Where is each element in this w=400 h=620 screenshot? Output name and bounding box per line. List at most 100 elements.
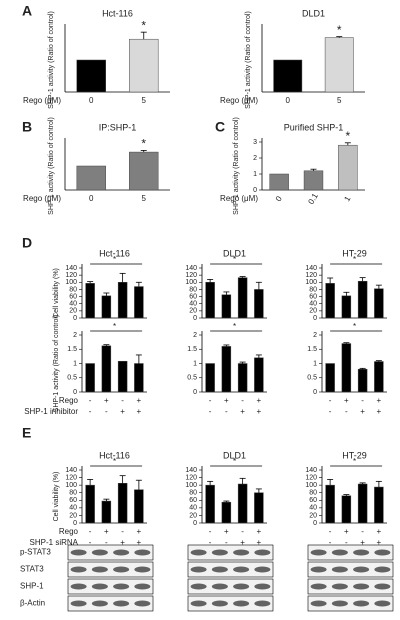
condition-sign: - [105,407,108,416]
x-tick-label: 0 [274,194,284,203]
condition-sign: + [120,538,125,547]
annotation: * [353,322,356,331]
condition-sign: + [240,538,245,547]
bar [254,357,264,393]
condition-sign: + [257,407,262,416]
condition-sign: - [209,538,212,547]
annotation: * [345,129,350,143]
y-tick-label: 1.5 [67,346,77,353]
y-tick-label: 1 [193,360,197,367]
blot-band [331,549,348,556]
y-tick-label: 60 [69,497,77,504]
bar [374,361,384,393]
y-axis-label: Cell viability (%) [53,268,60,318]
bar [357,483,368,524]
blot-frame [307,561,394,578]
condition-sign: - [345,538,348,547]
panel-letter: E [22,425,31,441]
bar [134,363,144,393]
blot-band [70,549,87,556]
y-tick-label: 80 [189,490,197,497]
y-tick-label: 140 [185,265,197,272]
y-tick-label: 60 [189,497,197,504]
blot-band [70,583,87,590]
annotation: * [113,255,116,264]
y-tick-label: 100 [65,482,77,489]
y-tick-label: 100 [305,482,317,489]
blot-band [190,566,207,573]
y-tick-label: 1.5 [187,346,197,353]
condition-sign: + [224,527,229,536]
annotation: * [113,457,116,466]
condition-sign: + [104,396,109,405]
condition-sign: - [329,527,332,536]
bar [85,283,95,319]
y-axis-label: SHP-1 activity (Ratio of control) [233,117,240,215]
annotation: * [233,322,236,331]
condition-label: SHP-1 siRNA [30,538,79,547]
bar [85,363,95,393]
blot-band [254,566,271,573]
blot-band [91,583,108,590]
condition-sign: + [137,407,142,416]
y-tick-label: 80 [69,286,77,293]
blot-band [374,600,391,607]
bar [117,483,128,524]
x-tick-label: 0.1 [306,191,320,206]
bar [254,492,264,524]
condition-sign: - [345,407,348,416]
blot-band [254,549,271,556]
y-tick-label: 120 [305,474,317,481]
y-tick-label: 60 [309,497,317,504]
x-tick-label: 5 [142,96,147,105]
condition-sign: + [344,527,349,536]
panel-letter: C [215,119,225,135]
bar [374,486,384,524]
bar [341,495,352,524]
bar [325,283,335,319]
blot-label: SHP-1 [20,582,44,591]
x-tick-label: 0 [89,194,94,203]
bar [303,170,324,191]
y-tick-label: 120 [185,272,197,279]
blot-band [211,566,228,573]
blot-frame [307,578,394,595]
blot-frame [67,544,154,561]
blot-band [233,566,250,573]
y-tick-label: 80 [309,490,317,497]
y-tick-label: 0 [193,520,197,527]
y-tick-label: 40 [189,505,197,512]
x-axis-label: Rego (μM) [23,96,61,105]
condition-sign: + [377,396,382,405]
y-axis-label: Cell viability (%) [53,472,60,522]
bar [117,360,128,393]
condition-label: SHP-1 inhibitor [24,407,78,416]
condition-sign: - [89,407,92,416]
y-tick-label: 20 [189,512,197,519]
y-axis-label: SHP-1 activity (Ratio of control) [48,117,55,215]
bar [134,489,144,524]
bar [134,286,144,319]
y-tick-label: 2 [193,332,197,339]
chart-title: HT-29 [342,450,367,460]
condition-sign: - [121,527,124,536]
chart-title: Hct-116 [99,450,130,460]
chart-title: Hct-116 [99,248,130,258]
y-tick-label: 0 [253,187,257,194]
y-tick-label: 0 [313,315,317,322]
blot-frame [187,561,274,578]
y-tick-label: 140 [185,467,197,474]
bar [237,483,248,524]
y-tick-label: 80 [309,286,317,293]
bar [221,294,232,319]
blot-band [233,600,250,607]
condition-sign: - [121,396,124,405]
y-tick-label: 120 [185,474,197,481]
annotation: * [337,23,342,37]
condition-sign: + [257,396,262,405]
condition-sign: - [241,396,244,405]
chart-title: Hct-116 [102,8,133,18]
blot-band [91,549,108,556]
y-tick-label: 1.5 [307,346,317,353]
